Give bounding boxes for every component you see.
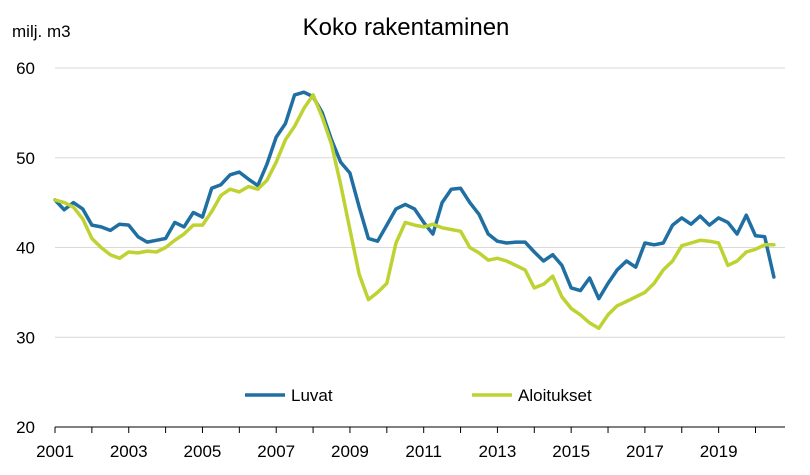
x-tick-label: 2005 <box>184 442 222 461</box>
x-tick-label: 2017 <box>626 442 664 461</box>
y-tick-label: 60 <box>16 59 35 78</box>
series-line-luvat <box>53 90 776 301</box>
legend-label-luvat: Luvat <box>291 386 333 405</box>
y-axis-ticks: 20 30 40 50 60 <box>16 59 35 437</box>
series-lines <box>53 90 776 331</box>
legend-label-aloitukset: Aloitukset <box>518 386 592 405</box>
x-tick-label: 2013 <box>479 442 517 461</box>
x-tick-label: 2001 <box>36 442 74 461</box>
gridlines <box>55 67 785 338</box>
y-tick-label: 40 <box>16 239 35 258</box>
y-tick-label: 30 <box>16 328 35 347</box>
x-tick-label: 2009 <box>331 442 369 461</box>
x-tick-label: 2007 <box>257 442 295 461</box>
x-axis: 2001 2003 2005 2007 2009 2011 2013 2015 2017 2019 <box>36 426 785 461</box>
legend: Luvat Aloitukset <box>245 386 592 405</box>
x-tick-label: 2015 <box>552 442 590 461</box>
x-tick-label: 2011 <box>405 442 442 461</box>
series-line-aloitukset <box>53 93 776 331</box>
y-axis-unit-label: milj. m3 <box>12 22 71 41</box>
y-tick-label: 20 <box>16 418 35 437</box>
x-tick-label: 2019 <box>700 442 738 461</box>
chart-title: Koko rakentaminen <box>303 14 510 41</box>
y-tick-label: 50 <box>16 149 35 168</box>
x-tick-label: 2003 <box>110 442 148 461</box>
